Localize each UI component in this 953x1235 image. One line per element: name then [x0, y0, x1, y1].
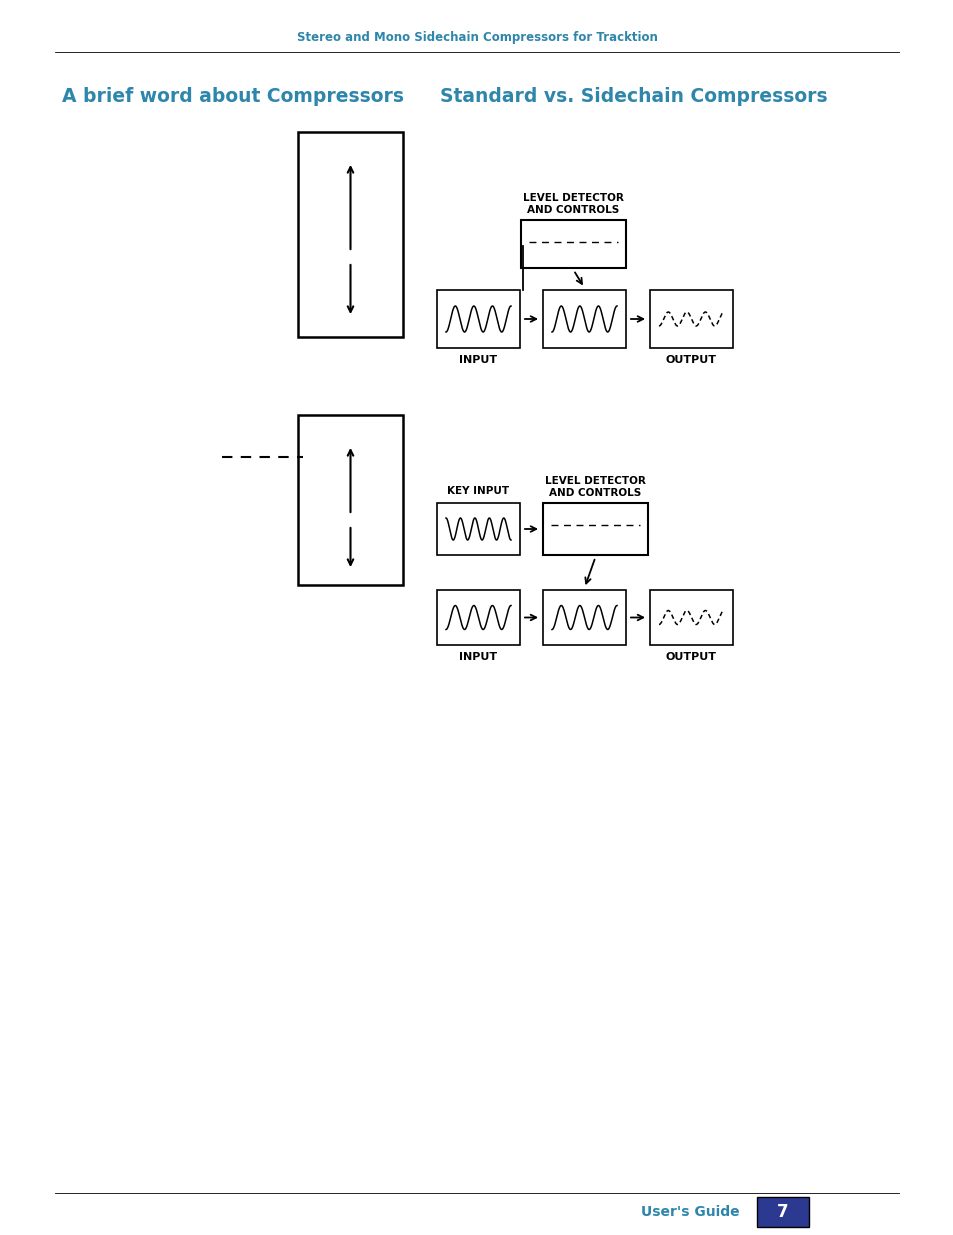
Bar [542, 590, 625, 645]
Text: LEVEL DETECTOR
AND CONTROLS: LEVEL DETECTOR AND CONTROLS [544, 477, 645, 498]
Bar [436, 590, 519, 645]
Bar [542, 503, 647, 555]
Bar [520, 220, 625, 268]
Text: Standard vs. Sidechain Compressors: Standard vs. Sidechain Compressors [439, 88, 827, 106]
Text: Stereo and Mono Sidechain Compressors for Tracktion: Stereo and Mono Sidechain Compressors fo… [296, 32, 657, 44]
Bar [542, 290, 625, 348]
Text: 7: 7 [777, 1203, 788, 1221]
Text: User's Guide: User's Guide [640, 1205, 740, 1219]
Text: A brief word about Compressors: A brief word about Compressors [62, 88, 403, 106]
Text: OUTPUT: OUTPUT [665, 652, 717, 662]
Bar [436, 503, 519, 555]
Bar [649, 590, 732, 645]
Text: LEVEL DETECTOR
AND CONTROLS: LEVEL DETECTOR AND CONTROLS [522, 193, 623, 215]
Bar [297, 415, 402, 585]
Text: OUTPUT: OUTPUT [665, 354, 717, 366]
Bar [649, 290, 732, 348]
Text: INPUT: INPUT [459, 652, 497, 662]
Bar [436, 290, 519, 348]
Text: KEY INPUT: KEY INPUT [447, 487, 509, 496]
Bar [757, 1197, 808, 1228]
Bar [297, 132, 402, 337]
Text: INPUT: INPUT [459, 354, 497, 366]
